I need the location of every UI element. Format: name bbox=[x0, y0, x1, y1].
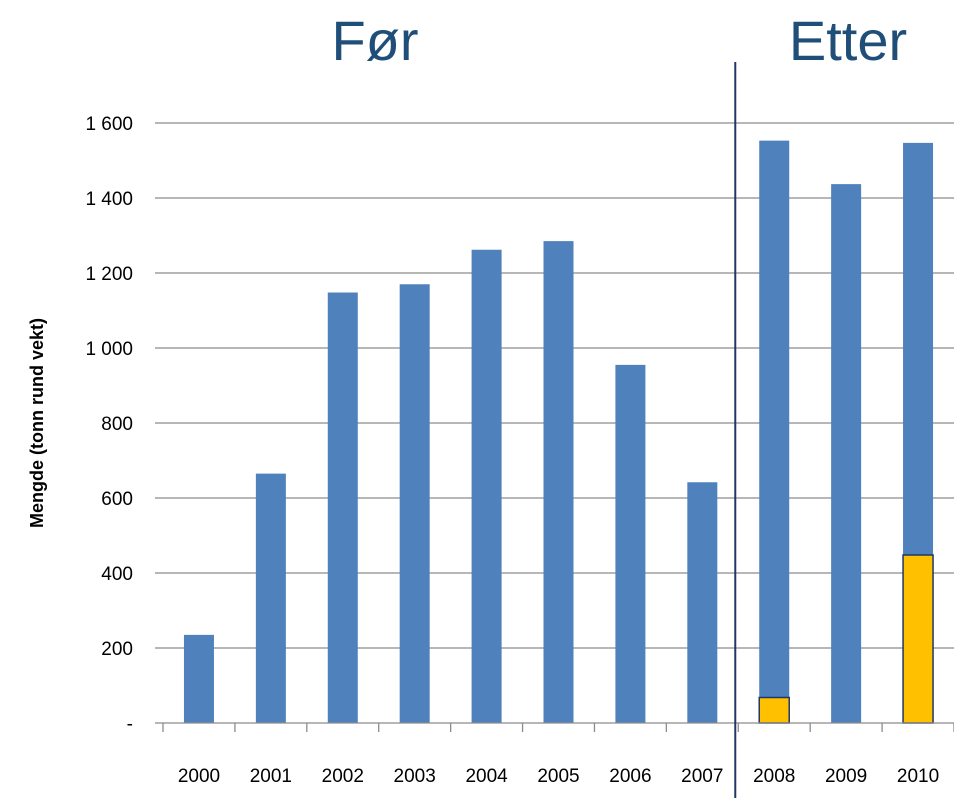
bar-2000 bbox=[183, 634, 214, 723]
bars bbox=[183, 140, 934, 724]
bar-2005 bbox=[543, 241, 574, 723]
bar-2002 bbox=[327, 292, 358, 723]
x-tick-label: 2005 bbox=[537, 766, 579, 787]
bar-2007 bbox=[687, 482, 718, 723]
highlight-bar-2008 bbox=[758, 696, 790, 724]
x-tick-label: 2006 bbox=[609, 766, 651, 787]
heading-before: Før bbox=[331, 9, 418, 72]
bar-2009 bbox=[831, 184, 862, 723]
x-tick-label: 2003 bbox=[394, 766, 436, 787]
x-axis bbox=[155, 722, 954, 732]
x-axis-ticks: 2000 2001 2002 2003 2004 2005 2006 2007 2008 2009… bbox=[178, 766, 939, 787]
x-tick-label: 2001 bbox=[250, 766, 292, 787]
y-tick-label: 200 bbox=[101, 639, 133, 660]
y-tick-label: 600 bbox=[101, 489, 133, 510]
bar-2001 bbox=[255, 473, 286, 723]
highlight-bar-2010 bbox=[902, 554, 934, 724]
y-axis-label: Mengde (tonn rund vekt) bbox=[27, 318, 47, 528]
bar-2006 bbox=[615, 364, 646, 723]
y-tick-label: 800 bbox=[101, 414, 133, 435]
bar-2003 bbox=[399, 284, 430, 723]
y-tick-label: 1 000 bbox=[85, 339, 133, 360]
y-tick-label: 1 400 bbox=[85, 189, 133, 210]
y-tick-label: 1 600 bbox=[85, 114, 133, 135]
bar-2008 bbox=[759, 140, 790, 723]
bar-2004 bbox=[471, 249, 502, 723]
y-tick-label: 400 bbox=[101, 564, 133, 585]
x-tick-label: 2010 bbox=[897, 766, 939, 787]
y-tick-label: 1 200 bbox=[85, 264, 133, 285]
x-tick-label: 2000 bbox=[178, 766, 220, 787]
x-tick-label: 2007 bbox=[681, 766, 723, 787]
y-axis-ticks: - 200 400 600 800 1 000 1 200 1 400 1 600 bbox=[85, 114, 133, 735]
x-tick-label: 2008 bbox=[753, 766, 795, 787]
y-tick-label: - bbox=[127, 714, 133, 735]
x-tick-label: 2004 bbox=[465, 766, 508, 787]
x-tick-label: 2009 bbox=[825, 766, 867, 787]
x-tick-label: 2002 bbox=[322, 766, 364, 787]
heading-after: Etter bbox=[789, 9, 907, 72]
